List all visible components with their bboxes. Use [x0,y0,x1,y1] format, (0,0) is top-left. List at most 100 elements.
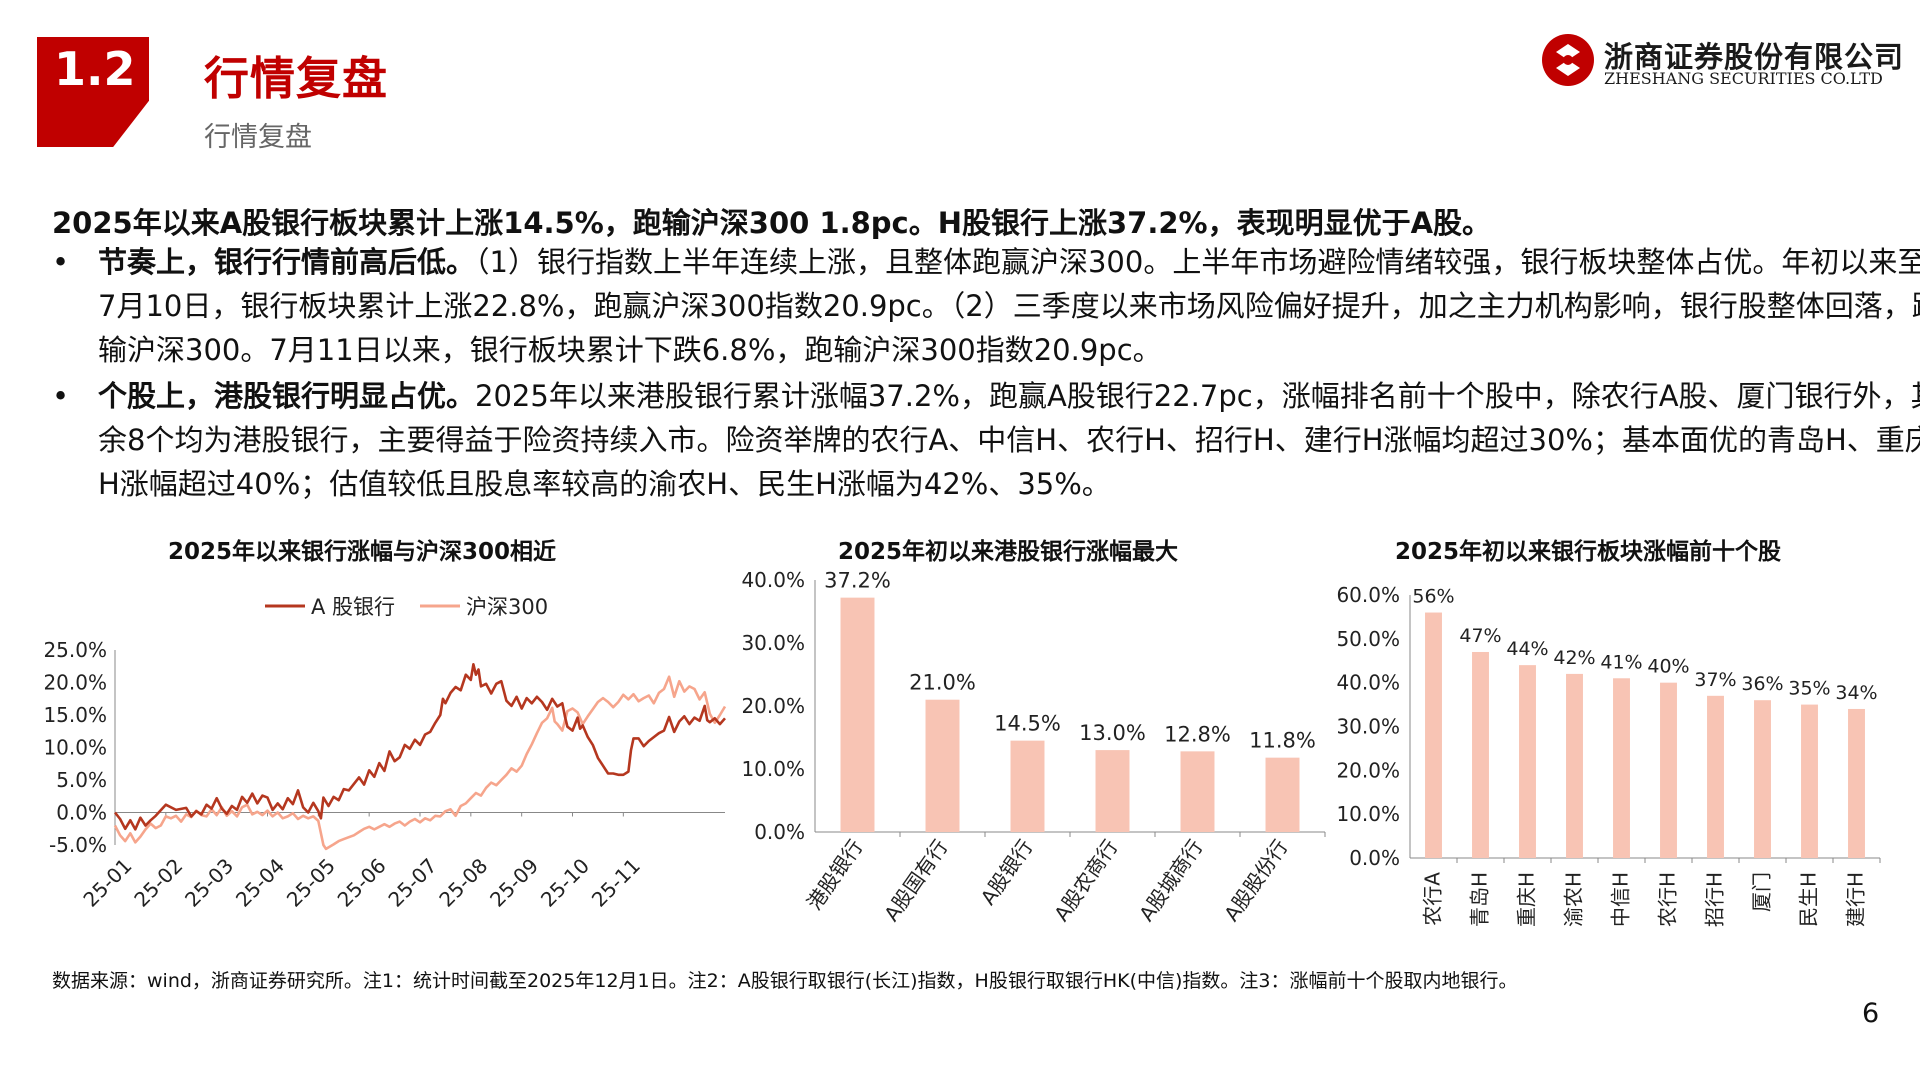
data-label: 36% [1741,673,1783,695]
bullet-lead: 个股上，港股银行明显占优。 [98,379,476,413]
footnote: 数据来源：wind，浙商证券研究所。注1：统计时间截至2025年12月1日。注2… [52,970,1518,992]
logo-mark-icon [1542,34,1594,86]
y-tick-label: 20.0% [741,694,805,718]
bullet-body: 2025年以来港股银行累计涨幅37.2%，跑赢A股银行22.7pc，涨幅排名前十… [98,379,1920,501]
data-label: 41% [1600,651,1642,673]
y-tick-label: 30.0% [1336,715,1400,739]
bar-A股银行 [1010,740,1045,832]
bar-港股银行 [840,597,875,832]
y-tick-label: 10.0% [741,757,805,781]
bar-农行H [1660,682,1677,858]
company-logo: 浙商证券股份有限公司 ZHESHANG SECURITIES CO.LTD [1540,32,1903,90]
data-label: 14.5% [994,712,1061,736]
chart1-line-chart: A 股银行 沪深300 25.0% 20.0% 15.0% 10.0% 5.0% 0.0% -5… [43,595,727,912]
data-label: 56% [1412,586,1454,608]
y-tick-label: 50.0% [1336,627,1400,651]
x-tick-label: 25-07 [383,854,441,912]
data-label: 47% [1459,625,1501,647]
data-label: 12.8% [1164,722,1231,746]
bar-A股股份行 [1265,757,1300,832]
category-label: 重庆H [1515,872,1539,927]
category-label: A股股份行 [1219,835,1292,926]
y-tick-label: 0.0% [56,801,107,825]
y-tick-label: 40.0% [1336,671,1400,695]
x-tick-label: 25-03 [180,854,238,912]
bullet-dot: • [52,245,70,279]
bullet-text: 节奏上，银行行情前高后低。（1）银行指数上半年连续上涨，且整体跑赢沪深300。上… [98,240,1920,372]
x-tick-label: 25-08 [434,854,492,912]
category-label: 青岛H [1468,872,1492,927]
x-tick-label: 25-06 [333,854,391,912]
x-tick-label: 25-09 [485,854,543,912]
bar-招行H [1707,695,1724,858]
category-label: 中信H [1609,872,1633,927]
x-tick-label: 25-05 [282,854,340,912]
category-label: 招行H [1703,872,1727,927]
bar-农行A [1425,612,1442,858]
data-label: 34% [1835,682,1877,704]
legend-label-0: A 股银行 [311,595,395,619]
data-label: 35% [1788,678,1830,700]
y-tick-label: 10.0% [1336,802,1400,826]
data-label: 13.0% [1079,721,1146,745]
category-label: 农行A [1421,872,1445,926]
section-number: 1.2 [54,42,136,96]
data-label: 40% [1647,656,1689,678]
bar-民生H [1801,704,1818,858]
bullet-lead: 节奏上，银行行情前高后低。 [98,245,476,279]
category-label: 港股银行 [802,835,868,914]
y-tick-label: 20.0% [43,671,107,695]
x-tick-label: 25-01 [78,854,136,912]
bar-A股国有行 [925,699,960,832]
legend-label-1: 沪深300 [466,595,548,619]
data-label: 21.0% [909,671,976,695]
category-label: 厦门 [1750,872,1774,912]
category-label: 民生H [1797,872,1821,927]
bullet-text: 个股上，港股银行明显占优。2025年以来港股银行累计涨幅37.2%，跑赢A股银行… [98,374,1920,506]
x-tick-label: 25-10 [536,854,594,912]
logo-company-name-en: ZHESHANG SECURITIES CO.LTD [1604,69,1883,88]
category-label: A股银行 [976,835,1038,909]
headline: 2025年以来A股银行板块累计上涨14.5%，跑输沪深300 1.8pc。H股银… [52,206,1492,240]
bar-厦门 [1754,700,1771,858]
logo-company-name: 浙商证券股份有限公司 [1604,40,1905,74]
series-line-1 [113,675,727,851]
page-subtitle: 行情复盘 [204,122,312,153]
bar-建行H [1848,708,1865,858]
chart3-bar-chart: 60.0% 50.0% 40.0% 30.0% 20.0% 10.0% 0.0% 56% 农行A… [1336,583,1881,927]
y-tick-label: 30.0% [741,631,805,655]
category-label: 农行H [1656,872,1680,927]
chart3-title: 2025年初以来银行板块涨幅前十个股 [1395,539,1782,565]
y-tick-label: 40.0% [741,568,805,592]
y-tick-label: 5.0% [56,768,107,792]
y-tick-label: 20.0% [1336,758,1400,782]
bar-渝农H [1566,673,1583,858]
y-tick-label: 10.0% [43,736,107,760]
bar-青岛H [1472,651,1489,858]
x-tick-label: 25-02 [129,854,187,912]
x-tick-label: 25-11 [587,854,645,912]
chart1-title: 2025年以来银行涨幅与沪深300相近 [168,539,557,565]
category-label: A股国有行 [879,835,952,926]
data-label: 37.2% [824,569,891,593]
y-tick-label: 60.0% [1336,583,1400,607]
data-label: 11.8% [1249,729,1316,753]
y-tick-label: 0.0% [1349,846,1400,870]
category-label: A股城商行 [1134,835,1207,926]
data-label: 42% [1553,647,1595,669]
bar-A股城商行 [1180,751,1215,832]
category-label: 建行H [1844,872,1868,927]
data-label: 37% [1694,669,1736,691]
data-label: 44% [1506,638,1548,660]
chart2-bar-chart: 40.0% 30.0% 20.0% 10.0% 0.0% 37.2% 港股银行 21.0% A股… [741,568,1326,926]
bullet-body: （1）银行指数上半年连续上涨，且整体跑赢沪深300。上半年市场避险情绪较强，银行… [98,245,1920,367]
page-title: 行情复盘 [204,52,389,105]
chart2-title: 2025年初以来港股银行涨幅最大 [838,539,1179,565]
y-tick-label: 25.0% [43,638,107,662]
series-line-0 [113,663,726,831]
page-number: 6 [1862,998,1880,1029]
bullet-dot: • [52,379,70,413]
bar-重庆H [1519,665,1536,858]
x-tick-label: 25-04 [231,854,289,912]
category-label: 渝农H [1562,872,1586,927]
